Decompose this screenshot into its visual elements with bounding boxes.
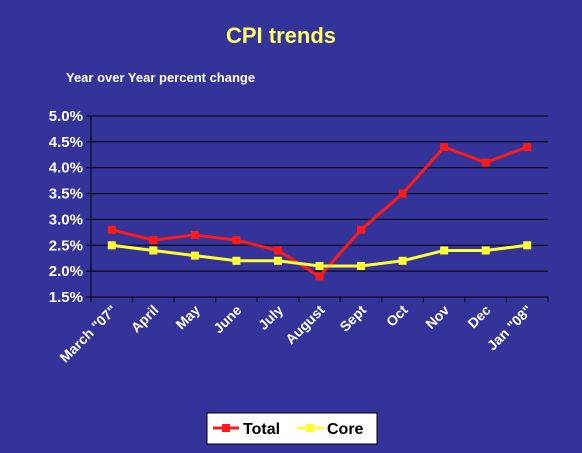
data-point-total (190, 230, 199, 239)
data-point-total (315, 272, 324, 281)
data-point-core (149, 246, 158, 255)
data-point-total (232, 236, 241, 245)
data-point-core (107, 241, 116, 250)
y-tick-label: 4.0% (49, 160, 83, 177)
chart-title: CPI trends (226, 23, 336, 48)
y-tick-label: 5.0% (49, 108, 83, 125)
data-point-total (273, 246, 282, 255)
y-tick-label: 4.5% (49, 134, 83, 151)
x-tick-label: March "07" (56, 302, 120, 366)
y-tick-label: 3.5% (49, 186, 83, 203)
data-point-core (440, 246, 449, 255)
data-point-total (149, 236, 158, 245)
data-point-core (523, 241, 532, 250)
x-tick-label: Dec (464, 302, 494, 332)
data-point-total (398, 189, 407, 198)
data-point-core (232, 256, 241, 265)
data-point-core (481, 246, 490, 255)
plot-area: 5.0% 4.5% 4.0% 3.5% 3.0% 2.5% 2.0% 1.5%March "0… (49, 108, 549, 366)
data-point-core (273, 256, 282, 265)
x-tick-label: Nov (422, 302, 452, 332)
data-point-total (107, 225, 116, 234)
data-point-core (190, 251, 199, 260)
data-point-total (523, 143, 532, 152)
legend-label-core: Core (327, 421, 364, 438)
x-tick-label: May (172, 302, 203, 333)
x-tick-label: Sept (336, 302, 369, 335)
chart-subtitle: Year over Year percent change (66, 70, 255, 85)
data-point-total (481, 158, 490, 167)
legend-marker-core (306, 424, 314, 432)
legend: Total Core (206, 412, 378, 445)
x-tick-label: July (255, 302, 286, 333)
data-point-total (440, 143, 449, 152)
y-tick-label: 1.5% (49, 289, 83, 306)
x-tick-label: April (128, 302, 162, 336)
y-tick-label: 2.5% (49, 237, 83, 254)
data-point-total (357, 225, 366, 234)
x-tick-label: Oct (383, 302, 411, 330)
data-point-core (398, 256, 407, 265)
x-tick-label: August (282, 302, 328, 348)
data-point-core (315, 261, 324, 270)
x-tick-label: June (210, 302, 245, 337)
legend-marker-total (222, 424, 230, 432)
y-tick-label: 2.0% (49, 263, 83, 280)
data-point-core (357, 261, 366, 270)
x-tick-label: Jan "08" (484, 302, 536, 354)
y-tick-label: 3.0% (49, 211, 83, 228)
legend-label-total: Total (243, 421, 280, 438)
